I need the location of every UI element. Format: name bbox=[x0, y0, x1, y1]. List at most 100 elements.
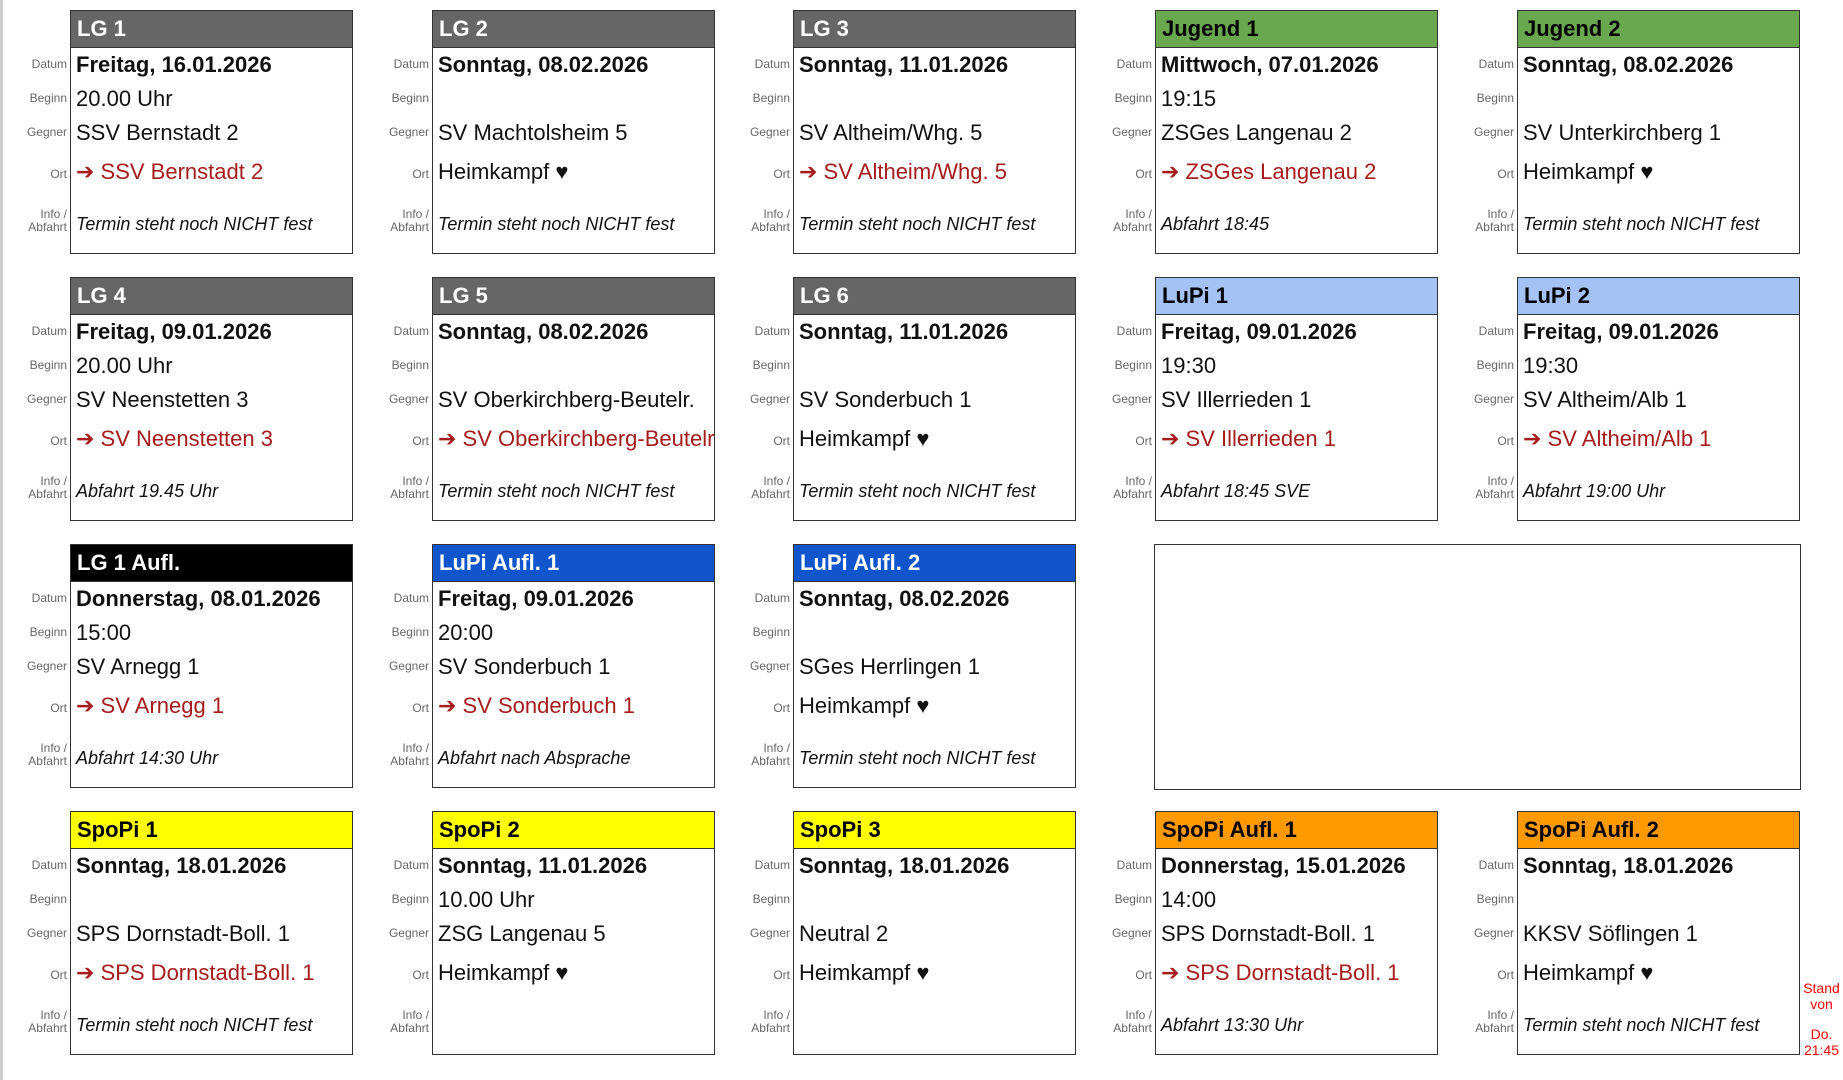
label-info2: Abfahrt bbox=[751, 1021, 790, 1035]
opponent: ZSGes Langenau 2 bbox=[1161, 120, 1352, 145]
label-info2: Abfahrt bbox=[1113, 220, 1152, 234]
label-begin: Beginn bbox=[29, 358, 67, 372]
team-card: SpoPi 3 Sonntag, 18.01.2026 Neutral 2 Heimk… bbox=[793, 811, 1076, 1055]
label-info2: Abfahrt bbox=[1475, 220, 1514, 234]
team-header: LG 1 Aufl. bbox=[71, 545, 352, 582]
team-card: SpoPi Aufl. 2 Sonntag, 18.01.2026 KKSV Söf… bbox=[1517, 811, 1800, 1055]
label-location: Ort bbox=[1135, 434, 1152, 448]
label-info: Info / bbox=[40, 474, 67, 488]
info: Abfahrt 13:30 Uhr bbox=[1161, 1015, 1304, 1035]
team-header: LG 3 bbox=[794, 11, 1075, 48]
field-labels: Datum Beginn Gegner Ort Info / Abfahrt bbox=[365, 10, 429, 254]
label-date: Datum bbox=[31, 858, 67, 872]
team-header: LuPi Aufl. 1 bbox=[433, 545, 714, 582]
location: ➔ SPS Dornstadt-Boll. 1 bbox=[76, 960, 315, 985]
label-begin: Beginn bbox=[1114, 91, 1152, 105]
info: Termin steht noch NICHT fest bbox=[799, 481, 1036, 501]
opponent: SV Illerrieden 1 bbox=[1161, 387, 1312, 412]
location: ➔ SV Arnegg 1 bbox=[76, 693, 225, 718]
page-edge bbox=[0, 0, 3, 1080]
label-location: Ort bbox=[50, 968, 67, 982]
match-date: Donnerstag, 08.01.2026 bbox=[76, 586, 321, 611]
team-card: SpoPi Aufl. 1 Donnerstag, 15.01.2026 14:00… bbox=[1155, 811, 1438, 1055]
label-location: Ort bbox=[773, 434, 790, 448]
label-location: Ort bbox=[1135, 968, 1152, 982]
opponent: SV Altheim/Whg. 5 bbox=[799, 120, 983, 145]
label-date: Datum bbox=[31, 591, 67, 605]
field-labels: Datum Beginn Gegner Ort Info / Abfahrt bbox=[1088, 277, 1152, 521]
match-date: Sonntag, 08.02.2026 bbox=[799, 586, 1010, 611]
info: Termin steht noch NICHT fest bbox=[1523, 214, 1760, 234]
location: ➔ SV Oberkirchberg-Beutelr. bbox=[438, 426, 714, 451]
label-info: Info / bbox=[40, 741, 67, 755]
team-header: SpoPi 1 bbox=[71, 812, 352, 849]
label-opponent: Gegner bbox=[749, 659, 790, 673]
info bbox=[433, 995, 714, 1054]
match-begin bbox=[794, 616, 1075, 650]
location: Heimkampf ♥ bbox=[799, 960, 930, 985]
field-labels: Datum Beginn Gegner Ort Info / Abfahrt bbox=[3, 811, 67, 1055]
label-opponent: Gegner bbox=[1111, 392, 1152, 406]
field-labels: Datum Beginn Gegner Ort Info / Abfahrt bbox=[1088, 10, 1152, 254]
empty-card bbox=[1154, 544, 1801, 790]
match-begin: 15:00 bbox=[76, 620, 132, 645]
last-updated: Stand von Do. 21:45 bbox=[1800, 980, 1843, 1058]
field-labels: Datum Beginn Gegner Ort Info / Abfahrt bbox=[3, 277, 67, 521]
opponent: SPS Dornstadt-Boll. 1 bbox=[1161, 921, 1375, 946]
label-opponent: Gegner bbox=[388, 125, 429, 139]
match-begin: 10.00 Uhr bbox=[438, 887, 535, 912]
info: Termin steht noch NICHT fest bbox=[799, 214, 1036, 234]
location: ➔ ZSGes Langenau 2 bbox=[1161, 159, 1377, 184]
label-date: Datum bbox=[1478, 57, 1514, 71]
location: Heimkampf ♥ bbox=[438, 960, 569, 985]
opponent: SV Machtolsheim 5 bbox=[438, 120, 628, 145]
match-date: Freitag, 09.01.2026 bbox=[1161, 319, 1357, 344]
label-date: Datum bbox=[754, 57, 790, 71]
match-begin bbox=[433, 82, 714, 116]
location: Heimkampf ♥ bbox=[1523, 159, 1654, 184]
match-date: Sonntag, 11.01.2026 bbox=[799, 319, 1009, 344]
label-location: Ort bbox=[412, 701, 429, 715]
label-location: Ort bbox=[412, 434, 429, 448]
location: ➔ SV Altheim/Alb 1 bbox=[1523, 426, 1712, 451]
team-card: LuPi 1 Freitag, 09.01.2026 19:30 SV Illerri… bbox=[1155, 277, 1438, 521]
label-info2: Abfahrt bbox=[390, 487, 429, 501]
opponent: SSV Bernstadt 2 bbox=[76, 120, 239, 145]
label-opponent: Gegner bbox=[1473, 926, 1514, 940]
location: Heimkampf ♥ bbox=[1523, 960, 1654, 985]
location: Heimkampf ♥ bbox=[799, 426, 930, 451]
label-info2: Abfahrt bbox=[751, 220, 790, 234]
label-info2: Abfahrt bbox=[28, 220, 67, 234]
label-location: Ort bbox=[773, 167, 790, 181]
label-date: Datum bbox=[754, 591, 790, 605]
label-info: Info / bbox=[1487, 1008, 1514, 1022]
label-location: Ort bbox=[412, 167, 429, 181]
match-date: Sonntag, 08.02.2026 bbox=[438, 319, 649, 344]
label-opponent: Gegner bbox=[388, 392, 429, 406]
team-card: SpoPi 2 Sonntag, 11.01.2026 10.00 Uhr ZSG L… bbox=[432, 811, 715, 1055]
info: Termin steht noch NICHT fest bbox=[76, 214, 313, 234]
label-opponent: Gegner bbox=[1111, 926, 1152, 940]
opponent: KKSV Söflingen 1 bbox=[1523, 921, 1698, 946]
label-begin: Beginn bbox=[29, 892, 67, 906]
label-info: Info / bbox=[402, 1008, 429, 1022]
info: Abfahrt 19:00 Uhr bbox=[1523, 481, 1666, 501]
match-begin bbox=[794, 82, 1075, 116]
label-opponent: Gegner bbox=[1111, 125, 1152, 139]
info: Abfahrt 18:45 SVE bbox=[1161, 481, 1311, 501]
field-labels: Datum Beginn Gegner Ort Info / Abfahrt bbox=[1088, 811, 1152, 1055]
stand-line: von bbox=[1810, 996, 1833, 1012]
label-location: Ort bbox=[773, 968, 790, 982]
team-card: LuPi Aufl. 1 Freitag, 09.01.2026 20:00 SV S… bbox=[432, 544, 715, 788]
team-header: SpoPi Aufl. 1 bbox=[1156, 812, 1437, 849]
label-opponent: Gegner bbox=[749, 926, 790, 940]
label-info2: Abfahrt bbox=[751, 754, 790, 768]
label-begin: Beginn bbox=[29, 91, 67, 105]
info: Termin steht noch NICHT fest bbox=[438, 481, 675, 501]
match-date: Sonntag, 11.01.2026 bbox=[438, 853, 648, 878]
label-info2: Abfahrt bbox=[1113, 1021, 1152, 1035]
team-card: LG 5 Sonntag, 08.02.2026 SV Oberkirchberg-… bbox=[432, 277, 715, 521]
label-info: Info / bbox=[763, 207, 790, 221]
team-card: LG 6 Sonntag, 11.01.2026 SV Sonderbuch 1 He… bbox=[793, 277, 1076, 521]
opponent: SV Neenstetten 3 bbox=[76, 387, 249, 412]
